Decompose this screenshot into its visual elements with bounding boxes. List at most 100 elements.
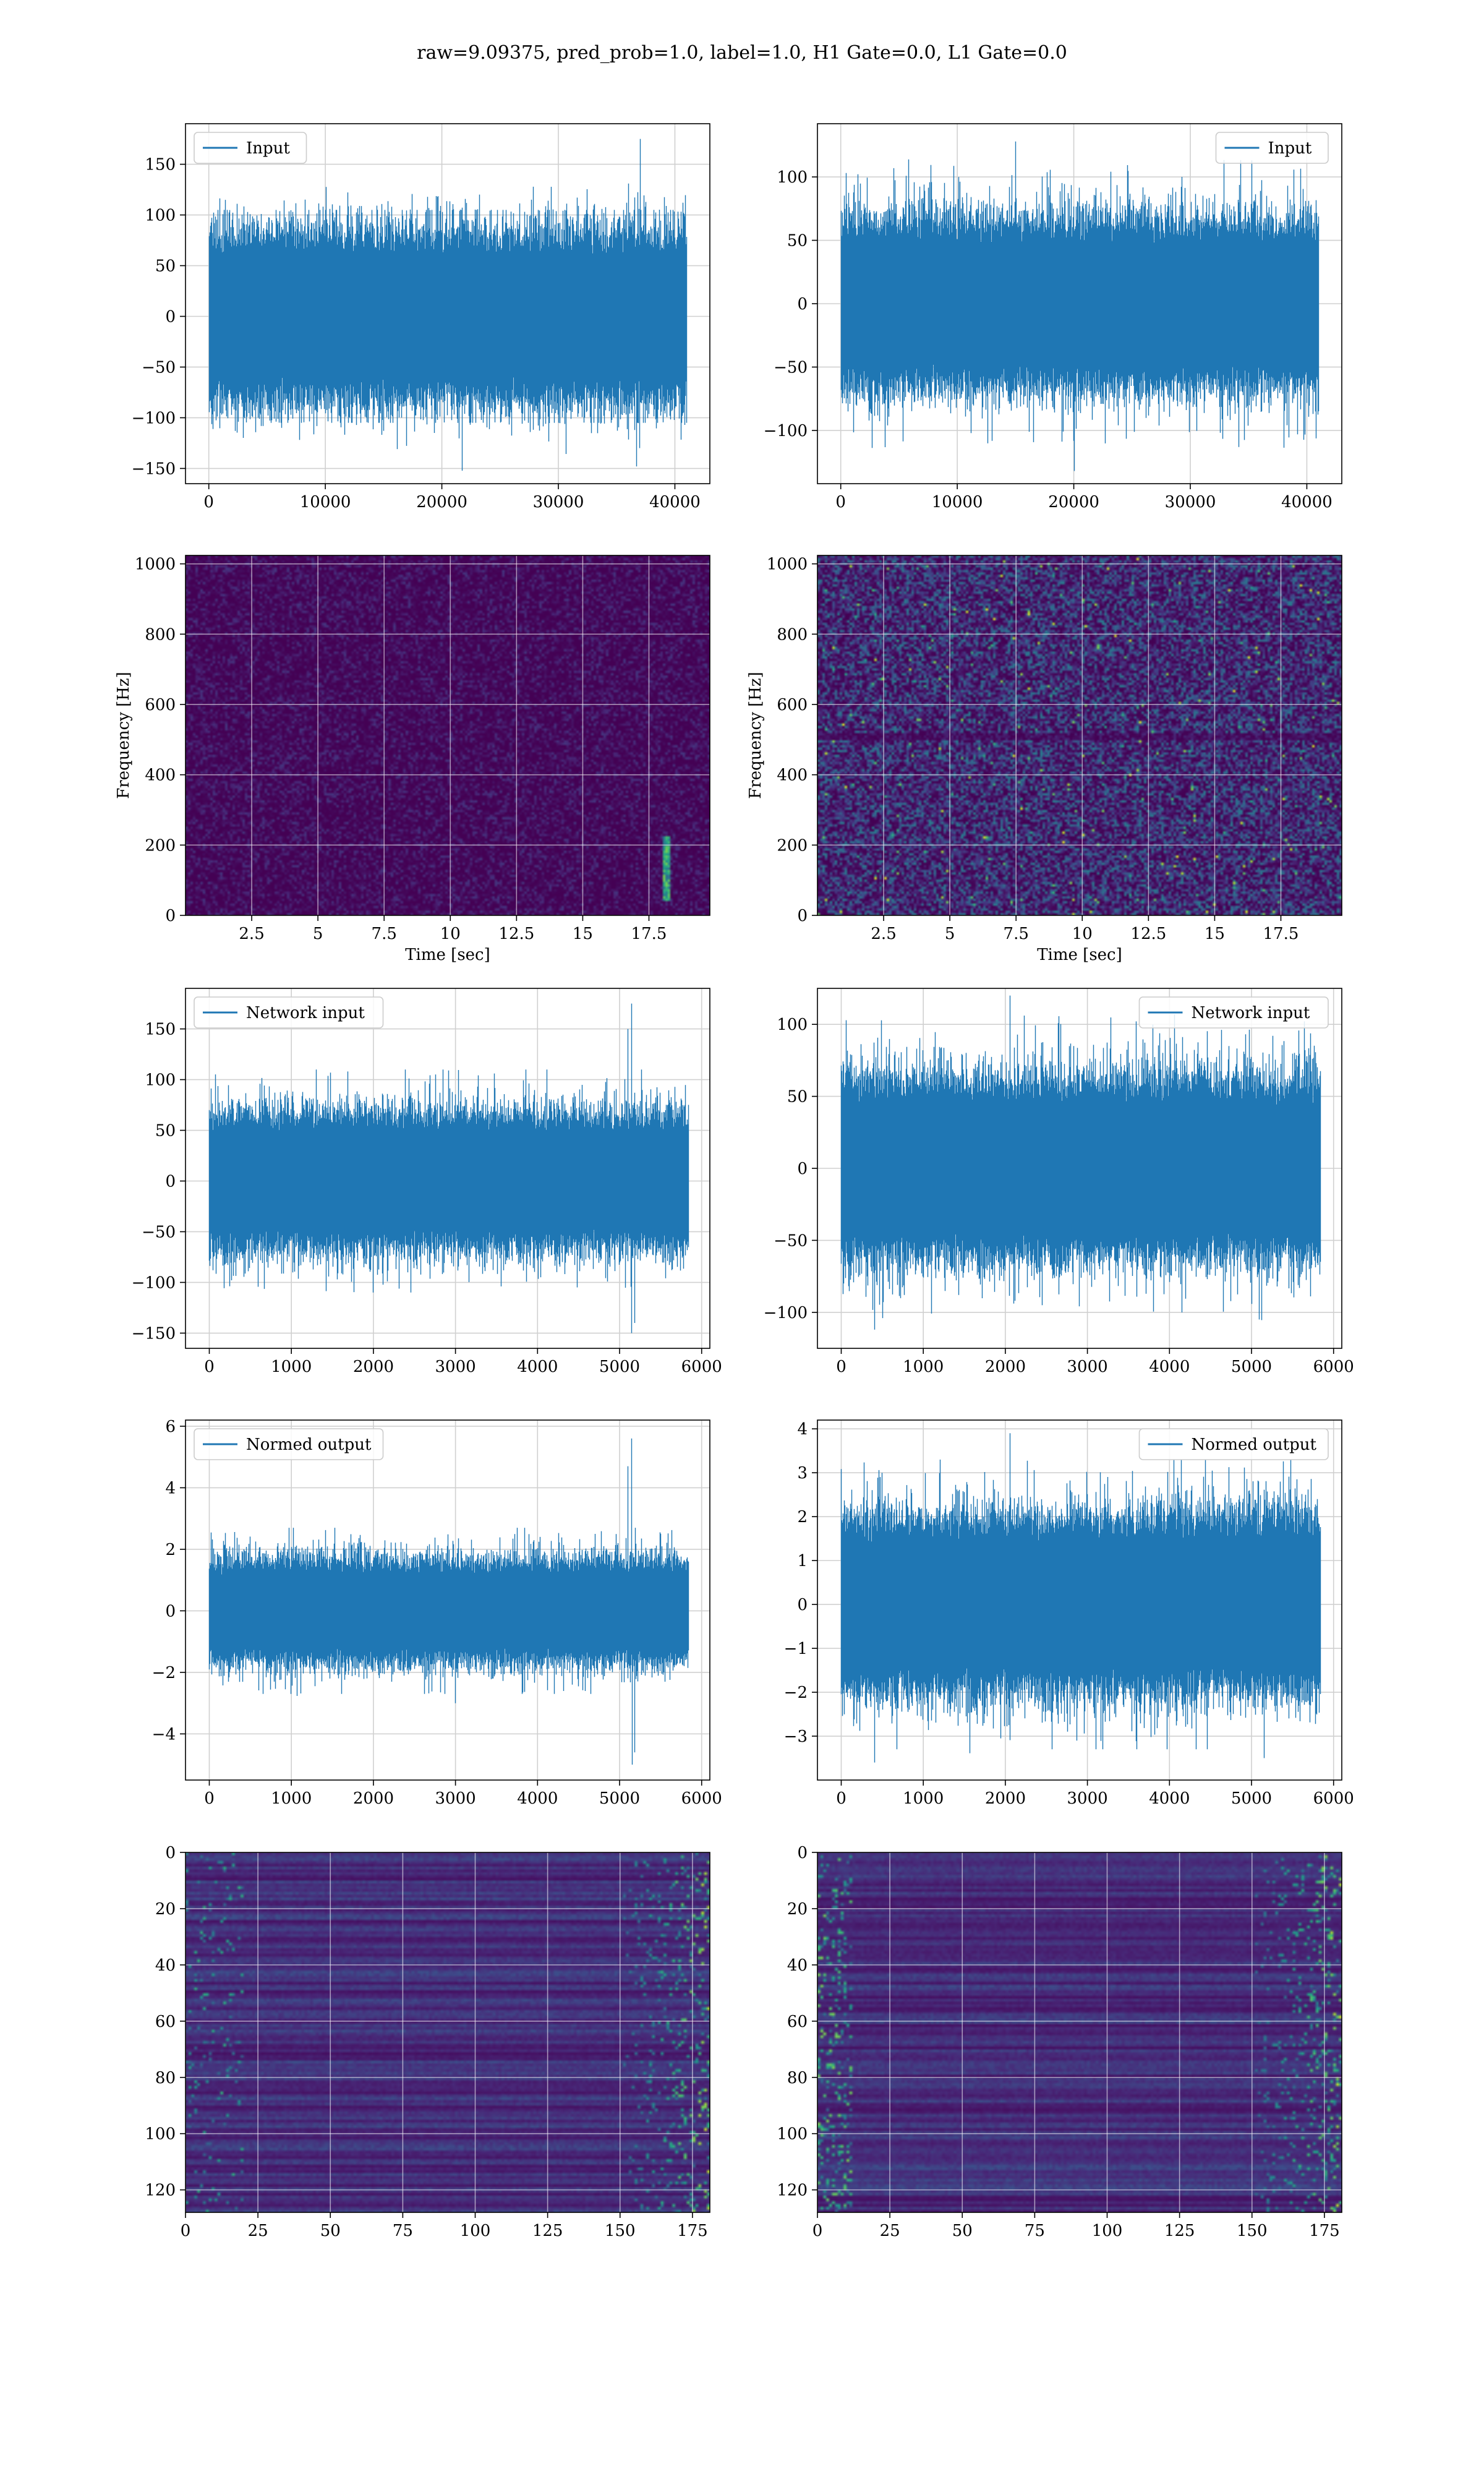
x-tick-label: 10000 <box>300 493 351 511</box>
x-tick-label: 2.5 <box>871 925 896 943</box>
axes-frame <box>817 1419 1342 1781</box>
y-tick-label: 800 <box>145 625 176 644</box>
y-tick-label: 100 <box>777 2125 808 2144</box>
x-tick-label: 3000 <box>1067 1789 1108 1808</box>
y-tick-label: 40 <box>155 1956 176 1975</box>
y-tick-label: −100 <box>764 1304 808 1322</box>
x-tick-label: 5000 <box>599 1358 640 1376</box>
y-tick-label: 4 <box>797 1420 808 1439</box>
heatmap-image-h1-spectrogram <box>186 555 710 915</box>
axes-frame <box>185 988 710 1349</box>
x-tick-label: 17.5 <box>1263 925 1299 943</box>
x-tick-label: 4000 <box>1149 1358 1190 1376</box>
x-tick-label: 3000 <box>435 1789 476 1808</box>
y-tick-label: 100 <box>777 168 808 187</box>
y-tick-label: 6 <box>165 1418 176 1436</box>
axes-frame <box>817 555 1342 916</box>
x-tick-label: 4000 <box>1149 1789 1190 1808</box>
x-tick-label: 30000 <box>1165 493 1216 511</box>
y-tick-label: 2 <box>797 1508 808 1526</box>
h1-feature-map-panel: 0 25 50 75 100 125 150 175 0 20 40 60 80 100 120 <box>145 1844 710 2240</box>
y-tick-label: −100 <box>132 409 176 427</box>
x-tick-label: 10000 <box>932 493 983 511</box>
h1-spectrogram-panel: 2.5 5 7.5 10 12.5 15 17.5 0 200 400 600 800 1000 Time… <box>114 555 710 964</box>
legend-box <box>194 996 384 1029</box>
y-tick-label: 120 <box>777 2181 808 2200</box>
y-tick-label: 200 <box>145 836 176 855</box>
x-tick-label: 25 <box>880 2222 900 2240</box>
x-tick-label: 25 <box>248 2222 268 2240</box>
x-tick-label: 6000 <box>681 1358 722 1376</box>
h1-input-panel: 0 10000 20000 30000 40000 −150 −100 −50 0 50 100 15… <box>132 123 710 511</box>
y-tick-label: 100 <box>145 2125 176 2144</box>
x-tick-label: 15 <box>1205 925 1225 943</box>
legend-label: Input <box>246 139 290 158</box>
x-tick-label: 6000 <box>1313 1789 1354 1808</box>
x-tick-label: 1000 <box>903 1358 944 1376</box>
l1-spectrogram-panel: 2.5 5 7.5 10 12.5 15 17.5 0 200 400 600 800 1000 Time… <box>746 555 1342 964</box>
legend-box <box>194 1428 384 1460</box>
y-tick-label: −1 <box>784 1640 808 1658</box>
y-tick-label: −2 <box>152 1664 176 1682</box>
x-tick-label: 0 <box>835 493 846 511</box>
y-tick-label: −50 <box>774 358 808 377</box>
y-tick-label: 800 <box>777 625 808 644</box>
y-tick-label: 3 <box>797 1464 808 1483</box>
h1-network-input-panel: 0 1000 2000 3000 4000 5000 6000 −150 −100 −50 0 50 1… <box>132 988 722 1376</box>
y-tick-label: 50 <box>787 232 808 250</box>
l1-input-panel: 0 10000 20000 30000 40000 −100 −50 0 50 100 Input <box>764 123 1342 511</box>
y-tick-label: 0 <box>797 907 808 925</box>
x-tick-label: 2000 <box>353 1789 394 1808</box>
x-tick-label: 40000 <box>1281 493 1333 511</box>
y-tick-label: 1000 <box>767 555 808 574</box>
y-axis-label: Frequency [Hz] <box>114 672 133 799</box>
y-tick-label: 0 <box>797 1596 808 1614</box>
x-tick-label: 12.5 <box>498 925 534 943</box>
x-tick-label: 125 <box>1164 2222 1195 2240</box>
y-tick-label: 2 <box>165 1541 176 1559</box>
y-tick-label: 20 <box>787 1900 808 1919</box>
heatmap-image-h1-feature-map <box>186 1852 710 2212</box>
axes-frame <box>817 1852 1342 2213</box>
x-tick-label: 10 <box>1072 925 1093 943</box>
x-tick-label: 0 <box>204 1789 215 1808</box>
y-tick-label: 0 <box>165 1844 176 1862</box>
legend-box <box>1215 132 1329 164</box>
data-line-h1-network-input <box>208 1003 689 1333</box>
y-tick-label: −50 <box>142 1223 176 1241</box>
y-tick-label: 0 <box>165 907 176 925</box>
data-line-l1-normed-output <box>840 1433 1321 1763</box>
legend-box <box>194 132 307 164</box>
legend-label: Input <box>1268 139 1312 158</box>
data-line-h1-input <box>208 139 688 471</box>
heatmap-image-l1-spectrogram <box>817 555 1342 915</box>
legend-label: Network input <box>1192 1004 1310 1022</box>
axes-frame <box>185 123 710 484</box>
h1-normed-output-panel: 0 1000 2000 3000 4000 5000 6000 −4 −2 0 2 4 6 Normed … <box>152 1418 722 1808</box>
y-tick-label: 400 <box>145 766 176 785</box>
x-tick-label: 20000 <box>1048 493 1099 511</box>
x-tick-label: 2000 <box>353 1358 394 1376</box>
heatmap-image-l1-feature-map <box>817 1852 1342 2212</box>
y-tick-label: 40 <box>787 1956 808 1975</box>
y-tick-label: 50 <box>787 1088 808 1106</box>
y-tick-label: 60 <box>787 2013 808 2031</box>
y-tick-label: 600 <box>145 696 176 714</box>
axes-frame <box>185 1419 710 1781</box>
legend-label: Normed output <box>246 1436 372 1454</box>
x-tick-label: 6000 <box>1313 1358 1354 1376</box>
y-tick-label: 100 <box>145 1071 176 1090</box>
x-tick-label: 50 <box>952 2222 973 2240</box>
x-tick-label: 5 <box>945 925 955 943</box>
y-tick-label: 80 <box>787 2069 808 2087</box>
y-tick-label: 150 <box>145 1021 176 1039</box>
x-tick-label: 30000 <box>533 493 584 511</box>
y-tick-label: 50 <box>155 257 176 276</box>
axes-frame <box>185 555 710 916</box>
y-tick-label: 600 <box>777 696 808 714</box>
y-tick-label: −150 <box>132 1324 176 1343</box>
axes-frame <box>185 1852 710 2213</box>
x-tick-label: 0 <box>204 1358 215 1376</box>
x-tick-label: 5000 <box>1231 1789 1272 1808</box>
l1-normed-output-panel: 0 1000 2000 3000 4000 5000 6000 −3 −2 −1 0 1 2 3 4 Norm… <box>784 1419 1354 1808</box>
